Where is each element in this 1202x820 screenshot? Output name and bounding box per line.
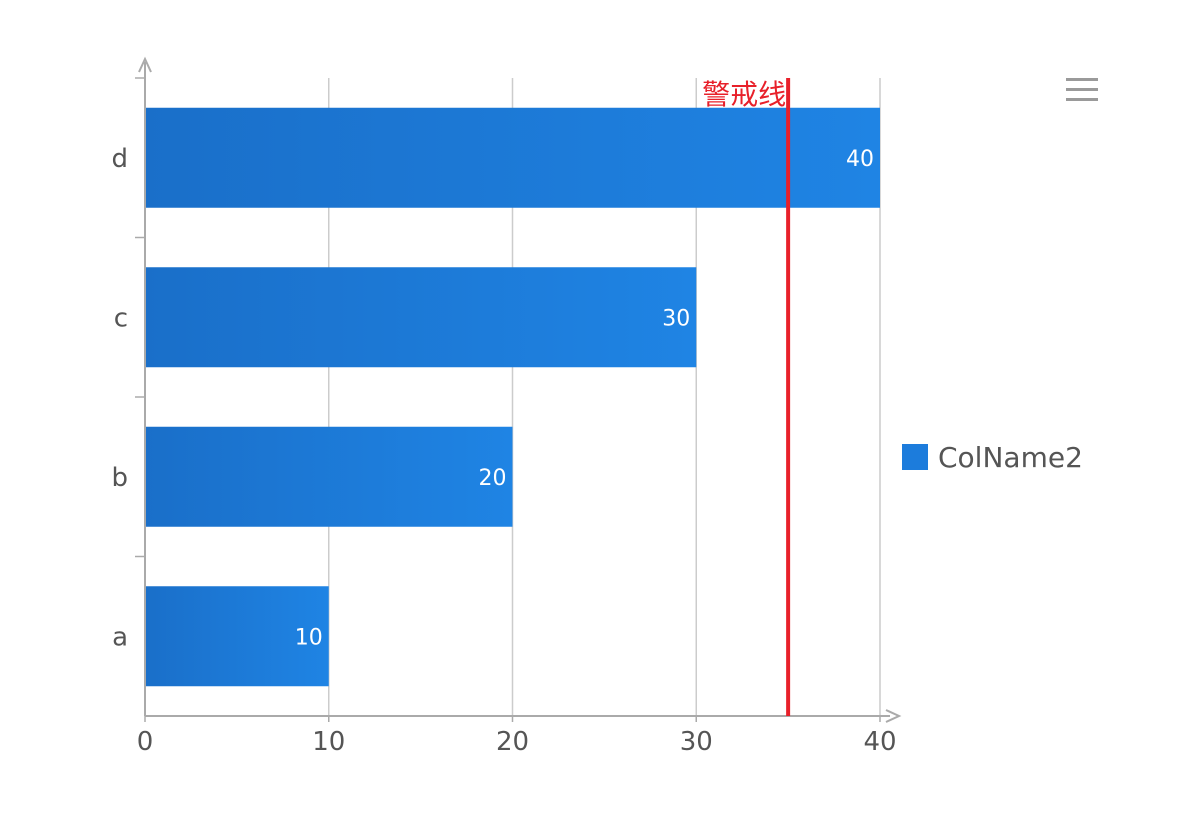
y-tick-label-d: d: [111, 144, 128, 174]
x-tick-label-30: 30: [680, 727, 713, 757]
data-label-b: 20: [479, 466, 507, 491]
x-tick-label-0: 0: [137, 727, 154, 757]
x-tick-label-10: 10: [312, 727, 345, 757]
legend[interactable]: ColName2: [902, 441, 1083, 474]
legend-label[interactable]: ColName2: [938, 441, 1083, 474]
legend-swatch[interactable]: [902, 444, 928, 470]
x-axis-arrow: [885, 709, 902, 723]
x-tick-label-40: 40: [863, 727, 896, 757]
bar-c[interactable]: [145, 267, 697, 368]
data-label-a: 10: [295, 625, 323, 650]
data-label-d: 40: [846, 147, 874, 172]
axes: a b c d 0 10 20 30 40: [111, 56, 902, 757]
y-axis-arrow: [138, 56, 152, 73]
hamburger-menu-icon[interactable]: [1064, 76, 1100, 104]
bar-d[interactable]: [145, 107, 880, 208]
bars: 10 20 30 40: [145, 107, 880, 687]
data-label-c: 30: [662, 306, 690, 331]
y-tick-label-c: c: [114, 303, 128, 333]
reference-line-group: 警戒线: [702, 78, 791, 716]
y-tick-label-a: a: [112, 622, 128, 652]
x-tick-label-20: 20: [496, 727, 529, 757]
bar-a[interactable]: [145, 586, 329, 687]
y-tick-label-b: b: [111, 463, 128, 493]
reference-line-label: 警戒线: [702, 78, 786, 111]
bar-b[interactable]: [145, 426, 513, 527]
